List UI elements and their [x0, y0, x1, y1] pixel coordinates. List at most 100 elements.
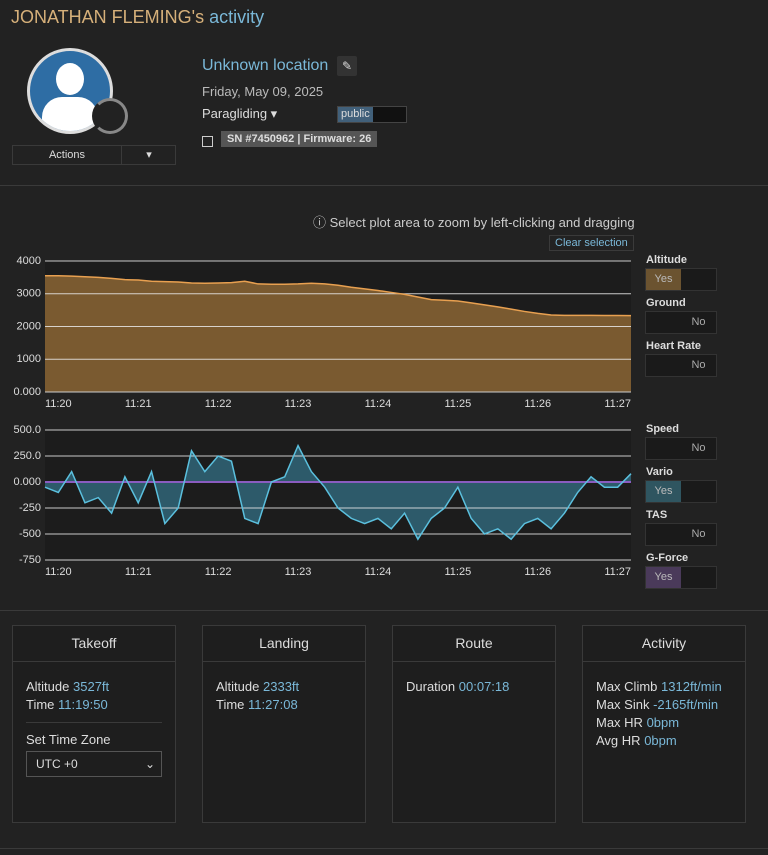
charts: 0.000 1000 2000 3000 4000 11:20 11:21 11:22 11:2… [13, 255, 632, 578]
card: Landing Altitude 2333ft Time 11:27:08 [202, 625, 366, 823]
toggle-state: No [691, 528, 706, 540]
user-name: JONATHAN FLEMING's [11, 7, 205, 27]
toggle[interactable]: No [645, 311, 717, 334]
x-tick-label: 11:26 [524, 566, 551, 578]
x-tick-label: 11:23 [285, 566, 312, 578]
actions-button[interactable]: Actions ▾ [12, 145, 176, 165]
y-tick-label: 4000 [17, 255, 41, 267]
stat-label: Time [26, 697, 55, 712]
card-body: Duration 00:07:18 [393, 662, 555, 712]
chevron: ⌄ [144, 757, 155, 771]
stat-label: Duration [406, 679, 456, 694]
x-tick-label: 11:23 [285, 398, 312, 410]
activity-type[interactable]: Paragliding ▾ [202, 106, 278, 121]
toggle[interactable]: No [645, 523, 717, 546]
toggle-state: No [691, 359, 706, 371]
line [44, 443, 632, 541]
y-tick-label: -500 [19, 528, 41, 540]
y-tick-label: 2000 [17, 320, 41, 332]
toggle[interactable]: No [645, 437, 717, 460]
toggle-label: Altitude [646, 254, 687, 266]
toggle-state: Yes [646, 481, 681, 502]
title-suffix: activity [209, 7, 265, 27]
x-tick-label: 11:25 [445, 398, 472, 410]
stat-row: Max Climb 1312ft/min [596, 678, 732, 696]
divider [0, 185, 768, 186]
edit-button[interactable]: ✎ [337, 56, 357, 76]
toggle[interactable]: Yes [645, 268, 717, 291]
actions-label: Actions [48, 149, 86, 161]
y-tick-label: 1000 [17, 353, 41, 365]
date: Friday, May 09, 2025 [202, 84, 324, 99]
x-tick-label: 11:24 [365, 398, 392, 410]
toggle[interactable]: Yes [645, 566, 717, 589]
stat-row: Avg HR 0bpm [596, 732, 732, 750]
stat-label: Avg HR [596, 733, 641, 748]
x-tick-label: 11:20 [45, 566, 72, 578]
stat-label: Altitude [26, 679, 70, 694]
activity-type-label: Paragliding [202, 106, 268, 121]
title: JONATHAN FLEMING's activity [11, 7, 264, 28]
y-tick-label: -750 [19, 554, 41, 566]
card-title: Takeoff [13, 626, 175, 662]
checkbox[interactable] [202, 136, 213, 147]
stat-value: 0bpm [646, 715, 680, 730]
clear-label: Clear selection [555, 237, 628, 249]
timezone-select[interactable]: UTC +0 ⌄ [26, 751, 162, 777]
location: Unknown location [202, 57, 329, 74]
x-tick-label: 11:27 [604, 566, 631, 578]
stat-label: Altitude [216, 679, 260, 694]
toggle-label: Vario [646, 466, 673, 478]
area [45, 275, 631, 392]
y-tick-label: 0.000 [13, 476, 41, 488]
stat-value: 3527ft [73, 679, 110, 694]
toggle-label: TAS [646, 509, 668, 521]
stat-value: 11:19:50 [58, 697, 108, 712]
x-tick-label: 11:24 [365, 566, 392, 578]
y-tick-label: -250 [19, 502, 41, 514]
stat-value: 1312ft/min [661, 679, 722, 694]
toggle-label: G-Force [646, 552, 689, 564]
card: Activity Max Climb 1312ft/min Max Sink -21… [582, 625, 746, 823]
card-title: Activity [583, 626, 745, 662]
x-tick-label: 11:22 [205, 398, 232, 410]
stat-label: Max HR [596, 715, 643, 730]
x-tick-label: 11:25 [445, 566, 472, 578]
timezone-value: UTC +0 [36, 757, 78, 771]
x-tick-label: 11:21 [125, 566, 152, 578]
toggle[interactable]: Yes [645, 480, 717, 503]
stat-row: Max Sink -2165ft/min [596, 696, 732, 714]
toggle-state: No [691, 442, 706, 454]
toggle-label: Ground [646, 297, 686, 309]
card-body: Altitude 2333ft Time 11:27:08 [203, 662, 365, 730]
card-body: Max Climb 1312ft/min Max Sink -2165ft/min… [583, 662, 745, 766]
visibility-toggle[interactable]: public [337, 106, 407, 123]
y-tick-label: 250.0 [13, 450, 41, 462]
visibility-label: public [338, 107, 373, 122]
x-tick-label: 11:21 [125, 398, 152, 410]
card-body: Altitude 3527ft Time 11:19:50 Set Time Zon… [13, 662, 175, 793]
hint-text: Select plot area to zoom by left-clickin… [329, 215, 635, 230]
x-tick-label: 11:26 [524, 398, 551, 410]
stat-row: Time 11:27:08 [216, 696, 352, 714]
toggle-state: Yes [646, 567, 681, 588]
card-title: Landing [203, 626, 365, 662]
card-title: Route [393, 626, 555, 662]
x-tick-label: 11:20 [45, 398, 72, 410]
toggle-state: No [691, 316, 706, 328]
toggle-label: Heart Rate [646, 340, 702, 352]
stat-value: 11:27:08 [248, 697, 298, 712]
stat-value: 0bpm [644, 733, 677, 748]
clear-button[interactable]: Clear selection [549, 235, 634, 251]
toggle[interactable]: No [645, 354, 717, 377]
stat-value: 2333ft [263, 679, 300, 694]
stat-label: Time [216, 697, 245, 712]
stat-row: Max HR 0bpm [596, 714, 732, 732]
timezone-label: Set Time Zone [26, 732, 111, 747]
stat-value: -2165ft/min [653, 697, 719, 712]
card: Takeoff Altitude 3527ft Time 11:19:50 Set T… [12, 625, 176, 823]
y-tick-label: 3000 [17, 288, 41, 300]
card: Route Duration 00:07:18 [392, 625, 556, 823]
stat-label: Max Sink [596, 697, 650, 712]
